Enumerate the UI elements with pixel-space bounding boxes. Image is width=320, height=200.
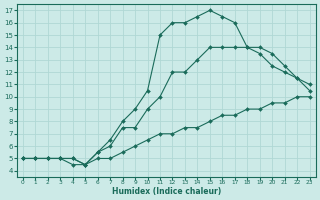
- X-axis label: Humidex (Indice chaleur): Humidex (Indice chaleur): [112, 187, 221, 196]
